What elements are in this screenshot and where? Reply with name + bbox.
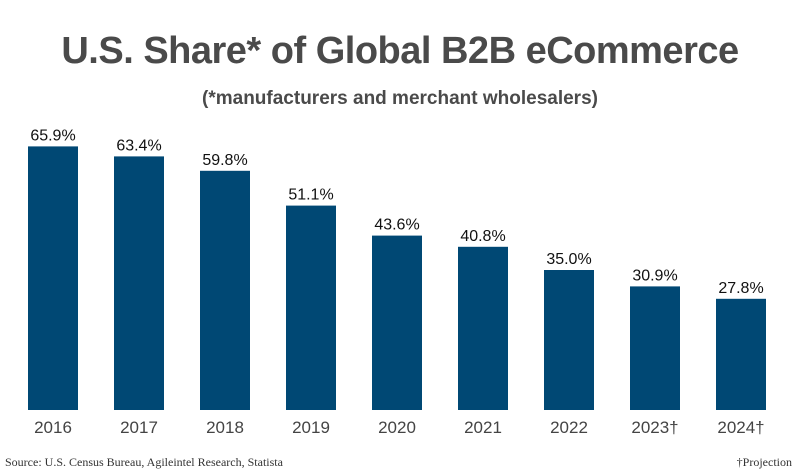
x-tick-label: 2020	[378, 418, 416, 437]
data-label: 30.9%	[632, 267, 677, 284]
projection-note: †Projection	[736, 455, 792, 469]
bar-2018	[200, 170, 250, 410]
x-tick-label: 2023†	[631, 418, 678, 437]
x-tick-label: 2017	[120, 418, 158, 437]
bar-2022	[544, 270, 594, 410]
chart-title: U.S. Share* of Global B2B eCommerce	[61, 30, 739, 72]
data-label: 27.8%	[718, 280, 763, 297]
x-tick-label: 2018	[206, 418, 244, 437]
data-label: 35.0%	[546, 251, 591, 268]
data-label: 63.4%	[116, 137, 161, 154]
x-tick-label: 2024†	[717, 418, 764, 437]
x-tick-label: 2021	[464, 418, 502, 437]
x-tick-label: 2016	[34, 418, 72, 437]
chart-subtitle: (*manufacturers and merchant wholesalers…	[202, 88, 598, 109]
x-tick-label: 2022	[550, 418, 588, 437]
x-tick-label: 2019	[292, 418, 330, 437]
bar-2023	[630, 286, 680, 410]
data-label: 43.6%	[374, 217, 419, 234]
bar-2016	[28, 146, 78, 410]
data-label: 40.8%	[460, 228, 505, 245]
data-label: 51.1%	[288, 187, 333, 204]
source-note: Source: U.S. Census Bureau, Agileintel R…	[5, 455, 283, 469]
bar-2017	[114, 156, 164, 410]
bar-2020	[372, 235, 422, 410]
bar-2024	[716, 298, 766, 410]
bar-2021	[458, 246, 508, 410]
data-label: 65.9%	[30, 127, 75, 144]
data-label: 59.8%	[202, 152, 247, 169]
bar-2019	[286, 205, 336, 410]
